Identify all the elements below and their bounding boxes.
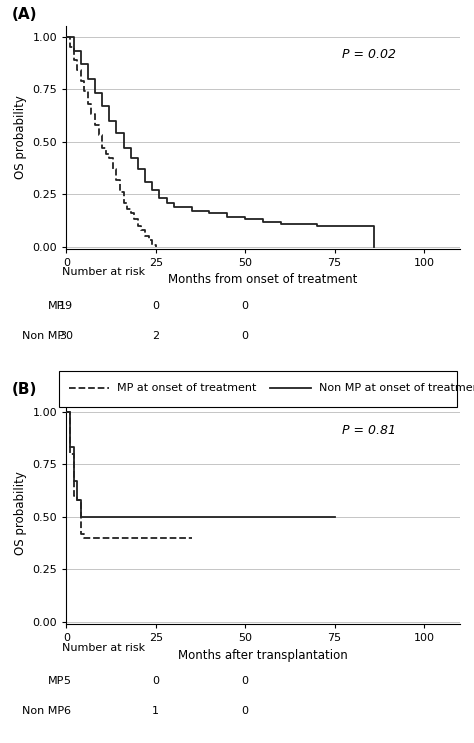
- Text: MP: MP: [47, 301, 64, 311]
- Y-axis label: OS probability: OS probability: [14, 96, 27, 179]
- X-axis label: Months after transplantation: Months after transplantation: [178, 649, 348, 662]
- Text: 0: 0: [242, 301, 249, 311]
- Text: 19: 19: [59, 301, 73, 311]
- Text: Number at risk: Number at risk: [62, 643, 145, 652]
- Text: 0: 0: [242, 331, 249, 340]
- Text: 6: 6: [63, 706, 70, 716]
- Text: Non MP at onset of treatment: Non MP at onset of treatment: [319, 383, 474, 393]
- Text: 30: 30: [59, 331, 73, 340]
- Text: (B): (B): [11, 382, 36, 397]
- Text: P = 0.81: P = 0.81: [342, 424, 396, 436]
- Text: 5: 5: [63, 676, 70, 686]
- FancyBboxPatch shape: [59, 371, 457, 406]
- Text: 2: 2: [152, 331, 159, 340]
- Text: 0: 0: [152, 301, 159, 311]
- Text: P = 0.02: P = 0.02: [342, 48, 396, 61]
- Text: MP: MP: [47, 676, 64, 686]
- Text: 0: 0: [152, 676, 159, 686]
- Text: 0: 0: [242, 706, 249, 716]
- Text: MP at onset of treatment: MP at onset of treatment: [117, 383, 257, 393]
- Text: Non MP: Non MP: [22, 706, 64, 716]
- Text: 0: 0: [242, 676, 249, 686]
- Text: Non MP: Non MP: [22, 331, 64, 340]
- Y-axis label: OS probability: OS probability: [14, 471, 27, 554]
- X-axis label: Months from onset of treatment: Months from onset of treatment: [168, 273, 358, 287]
- Text: 1: 1: [152, 706, 159, 716]
- Text: (A): (A): [11, 7, 37, 22]
- Text: Number at risk: Number at risk: [62, 267, 145, 277]
